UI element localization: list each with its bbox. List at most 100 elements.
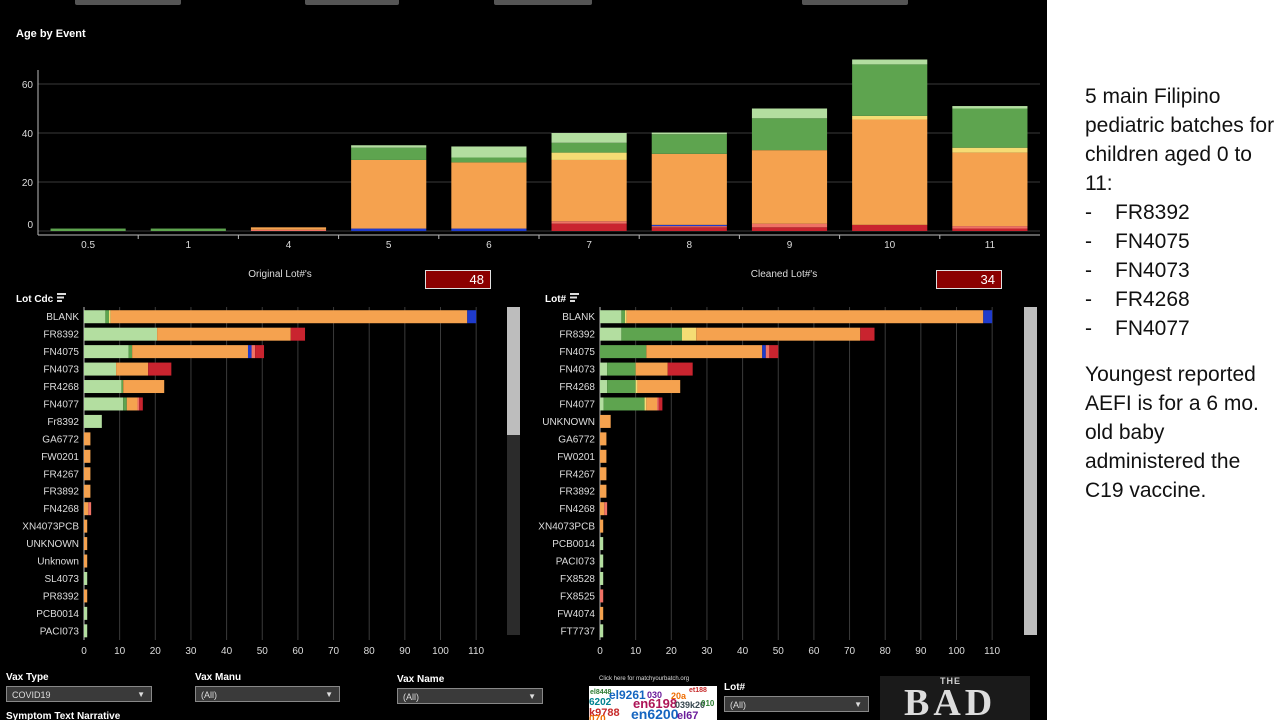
original-lots-scrollbar[interactable] — [507, 307, 520, 635]
bar-segment[interactable] — [551, 223, 627, 231]
bar-segment[interactable] — [121, 380, 124, 394]
bar-segment[interactable] — [123, 397, 127, 411]
bar-segment[interactable] — [657, 397, 659, 411]
bar-segment[interactable] — [952, 152, 1028, 227]
bar-segment[interactable] — [681, 327, 697, 341]
bar-segment[interactable] — [84, 414, 102, 428]
bar-segment[interactable] — [148, 362, 172, 376]
vax-manu-select[interactable]: (All) ▼ — [195, 686, 340, 702]
bar-segment[interactable] — [860, 327, 875, 341]
bar-segment[interactable] — [600, 467, 607, 481]
bar-segment[interactable] — [600, 414, 611, 428]
bar-segment[interactable] — [751, 118, 828, 151]
bar-segment[interactable] — [600, 449, 607, 463]
bar-segment[interactable] — [600, 589, 604, 603]
bar-segment[interactable] — [451, 157, 527, 163]
bar-segment[interactable] — [852, 115, 928, 120]
bar-segment[interactable] — [84, 519, 88, 533]
bar-segment[interactable] — [751, 223, 828, 228]
top-filter-stub[interactable] — [75, 0, 181, 5]
bar-segment[interactable] — [651, 226, 727, 228]
bar-segment[interactable] — [247, 345, 252, 359]
bar-segment[interactable] — [637, 380, 681, 394]
bar-segment[interactable] — [88, 502, 92, 516]
bar-segment[interactable] — [644, 397, 647, 411]
bar-segment[interactable] — [696, 327, 861, 341]
bar-segment[interactable] — [600, 362, 608, 376]
bar-segment[interactable] — [84, 397, 124, 411]
bar-segment[interactable] — [600, 310, 622, 324]
bar-segment[interactable] — [108, 310, 111, 324]
bar-segment[interactable] — [84, 484, 91, 498]
bar-segment[interactable] — [84, 327, 158, 341]
bar-segment[interactable] — [603, 397, 645, 411]
bar-segment[interactable] — [451, 146, 527, 158]
bar-segment[interactable] — [84, 432, 91, 446]
bar-segment[interactable] — [600, 624, 604, 638]
bar-segment[interactable] — [84, 606, 88, 620]
bar-segment[interactable] — [600, 397, 604, 411]
bar-segment[interactable] — [651, 134, 727, 154]
bar-segment[interactable] — [852, 119, 928, 225]
bar-segment[interactable] — [137, 397, 140, 411]
bar-segment[interactable] — [84, 449, 91, 463]
bar-segment[interactable] — [351, 147, 427, 160]
bar-segment[interactable] — [635, 362, 668, 376]
bar-segment[interactable] — [600, 519, 604, 533]
bar-segment[interactable] — [116, 362, 149, 376]
bar-segment[interactable] — [451, 162, 527, 229]
bar-segment[interactable] — [84, 380, 122, 394]
bar-segment[interactable] — [751, 227, 828, 231]
bar-segment[interactable] — [84, 571, 88, 585]
top-filter-stub[interactable] — [802, 0, 908, 5]
bar-segment[interactable] — [84, 589, 88, 603]
bar-segment[interactable] — [451, 228, 527, 231]
bar-segment[interactable] — [551, 133, 627, 143]
bar-segment[interactable] — [952, 226, 1028, 229]
bar-segment[interactable] — [952, 108, 1028, 148]
top-filter-stub[interactable] — [494, 0, 592, 5]
bar-segment[interactable] — [84, 624, 88, 638]
bar-segment[interactable] — [604, 502, 608, 516]
bar-segment[interactable] — [126, 397, 138, 411]
bar-segment[interactable] — [150, 228, 226, 231]
bar-segment[interactable] — [635, 380, 638, 394]
bar-segment[interactable] — [123, 380, 165, 394]
bar-segment[interactable] — [351, 228, 427, 231]
bar-segment[interactable] — [84, 502, 89, 516]
cleaned-lots-scrollbar[interactable] — [1024, 307, 1037, 635]
bar-segment[interactable] — [351, 159, 427, 229]
bar-segment[interactable] — [952, 106, 1028, 109]
bar-segment[interactable] — [651, 227, 727, 231]
bar-segment[interactable] — [607, 362, 636, 376]
bar-segment[interactable] — [751, 108, 828, 119]
bar-segment[interactable] — [132, 345, 248, 359]
bar-segment[interactable] — [651, 132, 727, 135]
bar-segment[interactable] — [250, 227, 327, 230]
bar-segment[interactable] — [551, 159, 627, 222]
bar-segment[interactable] — [852, 59, 928, 65]
bar-segment[interactable] — [467, 310, 477, 324]
scrollbar-thumb[interactable] — [507, 307, 520, 435]
bar-segment[interactable] — [50, 228, 126, 231]
matchyourbatch-link[interactable]: Click here for matchyourbatch.org — [599, 676, 690, 682]
bar-segment[interactable] — [621, 310, 625, 324]
bar-segment[interactable] — [600, 606, 604, 620]
bar-segment[interactable] — [139, 397, 143, 411]
bar-segment[interactable] — [624, 310, 627, 324]
bar-segment[interactable] — [769, 345, 779, 359]
bar-segment[interactable] — [646, 397, 658, 411]
bar-segment[interactable] — [84, 467, 91, 481]
bar-segment[interactable] — [765, 345, 770, 359]
bar-segment[interactable] — [600, 571, 604, 585]
bar-segment[interactable] — [105, 310, 109, 324]
bar-segment[interactable] — [626, 310, 984, 324]
batch-mosaic-image[interactable]: el8448 et188 el9261 030 20a 6202 en6198 039k20 0… — [589, 686, 717, 720]
bar-segment[interactable] — [621, 327, 682, 341]
bar-segment[interactable] — [651, 153, 727, 225]
bar-segment[interactable] — [251, 345, 256, 359]
bar-segment[interactable] — [600, 502, 605, 516]
bar-segment[interactable] — [84, 537, 88, 551]
bar-segment[interactable] — [84, 362, 117, 376]
bar-segment[interactable] — [751, 150, 828, 224]
